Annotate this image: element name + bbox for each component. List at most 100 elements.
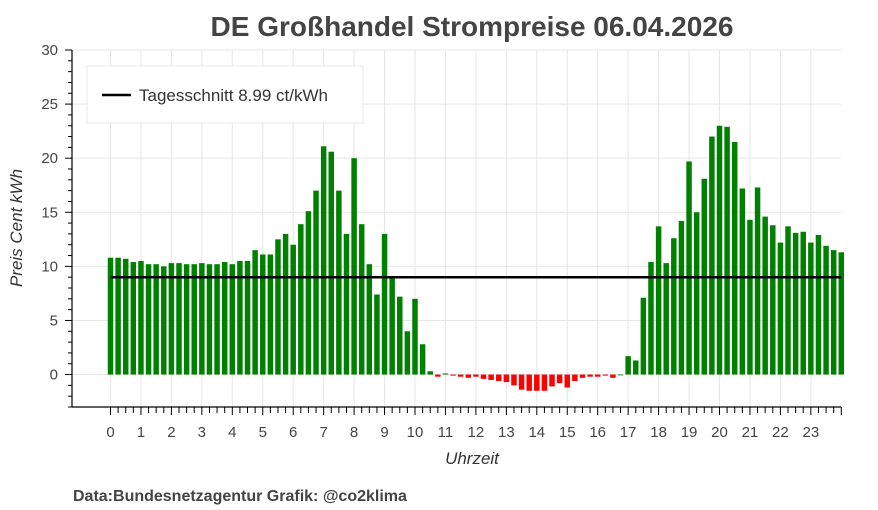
bar — [693, 212, 700, 375]
x-axis-label: Uhrzeit — [445, 449, 500, 468]
bar — [328, 151, 334, 375]
x-tick-label: 20 — [711, 424, 728, 441]
x-tick-label: 19 — [681, 424, 698, 441]
bar — [587, 374, 593, 377]
bar — [625, 356, 631, 375]
bar — [138, 260, 144, 375]
bar — [358, 224, 365, 375]
x-ticks: 0 1 2 3 4 5 6 7 8 9 10 11 12 13 14 15 16 17 18 19 20 21 22 23 — [106, 407, 842, 441]
bar — [633, 360, 639, 375]
chart-title: DE Großhandel Strompreise 06.04.2026 — [211, 11, 734, 42]
bar — [389, 276, 395, 375]
bar — [275, 239, 281, 375]
bar — [800, 231, 806, 375]
bar — [770, 225, 776, 375]
bar — [336, 190, 342, 375]
bar — [427, 371, 433, 375]
bar — [572, 374, 578, 382]
bar — [183, 264, 190, 375]
bar — [792, 232, 799, 375]
x-tick-label: 14 — [528, 424, 545, 441]
bar — [739, 188, 746, 375]
x-tick-label: 23 — [803, 424, 820, 441]
bar — [176, 263, 182, 375]
bar — [594, 374, 601, 377]
bar — [473, 374, 479, 377]
x-tick-label: 15 — [559, 424, 576, 441]
bar — [130, 262, 137, 375]
bar — [381, 233, 388, 375]
footer-credit: Data:Bundesnetzagentur Grafik: @co2klima — [73, 488, 407, 505]
bar — [488, 374, 494, 380]
bar — [260, 254, 266, 375]
y-ticks: 0 5 10 15 20 25 30 — [41, 42, 72, 408]
bar — [648, 262, 654, 375]
bar — [511, 374, 517, 386]
bar — [564, 374, 570, 388]
bar — [541, 374, 548, 391]
x-tick-label: 10 — [407, 424, 424, 441]
bar — [457, 374, 464, 377]
x-tick-label: 6 — [289, 424, 297, 441]
bar — [153, 264, 159, 375]
bar — [404, 331, 411, 375]
bar — [640, 297, 647, 375]
bar — [343, 233, 350, 375]
y-tick-label: 20 — [41, 150, 58, 167]
bar — [838, 252, 845, 375]
bar — [366, 264, 373, 375]
bar — [450, 374, 456, 376]
bar — [518, 374, 525, 390]
y-tick-label: 10 — [41, 258, 58, 275]
bar — [107, 257, 114, 375]
bar — [526, 374, 532, 391]
bar — [290, 244, 296, 375]
bar — [534, 374, 540, 391]
bar — [655, 226, 662, 375]
legend: Tagesschnitt 8.99 ct/kWh — [86, 65, 364, 124]
y-tick-label: 25 — [41, 96, 58, 113]
bar — [282, 233, 289, 375]
bar — [465, 374, 472, 378]
x-tick-label: 1 — [137, 424, 145, 441]
x-tick-label: 5 — [259, 424, 267, 441]
x-tick-label: 22 — [772, 424, 789, 441]
y-tick-label: 5 — [50, 312, 58, 329]
bar — [221, 262, 228, 375]
bar — [785, 226, 791, 375]
bar — [161, 266, 167, 375]
bar — [762, 216, 768, 375]
x-tick-label: 4 — [228, 424, 236, 441]
bar — [556, 374, 563, 384]
bar — [351, 158, 357, 375]
bar — [480, 374, 487, 379]
bar — [731, 141, 738, 375]
x-tick-label: 9 — [380, 424, 388, 441]
bar — [313, 190, 319, 375]
x-tick-label: 21 — [742, 424, 759, 441]
bars-group — [107, 125, 845, 391]
y-tick-label: 15 — [41, 204, 58, 221]
bar — [267, 254, 274, 375]
bar — [298, 224, 304, 375]
bar — [724, 126, 730, 375]
legend-label: Tagesschnitt 8.99 ct/kWh — [139, 86, 328, 105]
x-tick-label: 11 — [438, 424, 454, 441]
bar — [206, 264, 213, 375]
bar — [777, 242, 784, 375]
bar — [549, 374, 555, 387]
bar — [305, 211, 312, 375]
legend-box — [86, 65, 364, 124]
bar — [671, 238, 677, 375]
bar — [610, 374, 616, 378]
bar — [122, 258, 129, 375]
bar — [579, 374, 586, 378]
bar — [214, 264, 220, 375]
x-tick-label: 12 — [468, 424, 485, 441]
bar — [191, 264, 197, 375]
bar — [237, 260, 243, 375]
x-tick-label: 16 — [589, 424, 606, 441]
bar — [747, 219, 753, 375]
bar — [754, 187, 761, 375]
